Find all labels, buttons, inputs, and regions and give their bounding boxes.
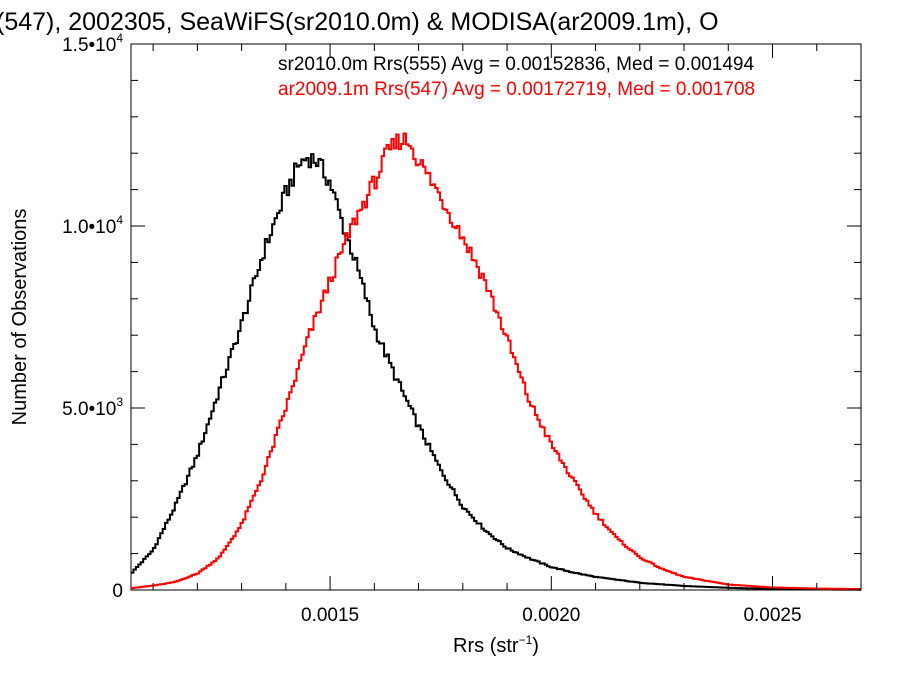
x-tick-label: 0.0025 bbox=[743, 605, 801, 626]
y-tick-label: 0 bbox=[112, 581, 123, 602]
x-axis-label: Rrs (str−1) bbox=[453, 633, 539, 657]
plot-area-border bbox=[130, 43, 862, 591]
series-line-0 bbox=[131, 153, 861, 591]
legend-entry-ar2009: ar2009.1m Rrs(547) Avg = 0.00172719, Med… bbox=[278, 79, 755, 100]
x-tick-label: 0.0015 bbox=[301, 605, 359, 626]
legend: sr2010.0m Rrs(555) Avg = 0.00152836, Med… bbox=[278, 54, 755, 100]
axis-layer: 0.0015 0.0020 0.0025 0 5.0•103 1.0•104 1.5•104 bbox=[62, 31, 862, 626]
plot-frame bbox=[130, 43, 862, 591]
legend-entry-sr2010: sr2010.0m Rrs(555) Avg = 0.00152836, Med… bbox=[278, 54, 754, 75]
series-layer bbox=[131, 132, 861, 591]
y-axis-label: Number of Observations bbox=[9, 209, 31, 426]
y-tick-label: 1.5•104 bbox=[62, 31, 123, 56]
series-line-1 bbox=[131, 132, 861, 591]
y-tick-label: 5.0•103 bbox=[62, 395, 123, 420]
y-tick-label: 1.0•104 bbox=[62, 213, 123, 238]
x-tick-label: 0.0020 bbox=[522, 605, 580, 626]
chart-title: (547), 2002305, SeaWiFS(sr2010.0m) & MOD… bbox=[0, 8, 719, 36]
